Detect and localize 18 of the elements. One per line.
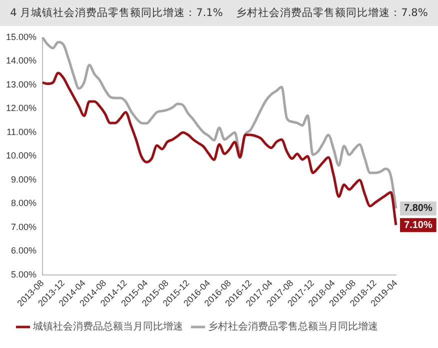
y-tick-label: 13.00% bbox=[6, 79, 37, 90]
y-tick-label: 6.00% bbox=[10, 246, 37, 256]
legend-label: 城镇社会消费品总额当月同比增速 bbox=[32, 320, 183, 333]
y-tick-label: 7.00% bbox=[10, 222, 37, 232]
data-label: 7.80% bbox=[404, 203, 432, 214]
y-tick-label: 12.00% bbox=[6, 103, 37, 114]
y-tick-label: 14.00% bbox=[6, 56, 37, 66]
y-tick-label: 10.00% bbox=[6, 150, 37, 161]
y-tick-label: 9.00% bbox=[10, 174, 37, 184]
y-tick-label: 8.00% bbox=[10, 198, 37, 208]
y-tick-label: 5.00% bbox=[10, 269, 37, 280]
chart-title: 4 月城镇社会消费品零售额同比增速：7.1% 乡村社会消费品零售额同比增速：7.8% bbox=[0, 0, 438, 26]
data-label: 7.10% bbox=[404, 220, 432, 231]
line-series bbox=[41, 72, 398, 226]
y-tick-label: 11.00% bbox=[6, 126, 37, 137]
y-tick-label: 15.00% bbox=[6, 32, 37, 42]
legend-label: 乡村社会消费品零售总额当月同比增速 bbox=[208, 320, 378, 333]
line-series bbox=[41, 37, 398, 210]
